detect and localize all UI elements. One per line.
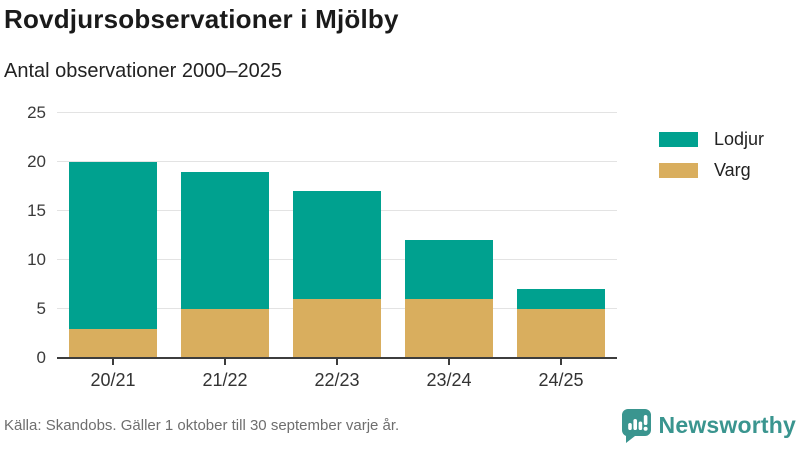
y-axis-labels: 0 5 10 15 20 25 <box>0 103 46 367</box>
brand-name: Newsworthy <box>658 411 796 438</box>
legend-label: Lodjur <box>714 129 765 149</box>
bar-segment-varg <box>181 309 269 358</box>
x-tick-label: 22/23 <box>314 370 360 390</box>
bar-segment-lodjur <box>405 240 493 300</box>
legend-item-varg: Varg <box>659 160 764 181</box>
legend-swatch <box>659 163 698 178</box>
bar-band <box>169 113 281 358</box>
bar-segment-varg <box>405 299 493 358</box>
page-title: Rovdjursobservationer i Mjölby <box>4 4 399 34</box>
bar-band <box>393 113 505 358</box>
x-axis-tick <box>224 358 226 365</box>
y-tick-label: 25 <box>27 103 46 122</box>
bar-segment-lodjur <box>517 289 605 309</box>
x-axis-tick <box>112 358 114 365</box>
y-tick-label: 10 <box>27 250 46 269</box>
bar-chart-speech-bubble-icon <box>621 408 652 443</box>
bar-segment-varg <box>517 309 605 358</box>
x-axis-tick <box>448 358 450 365</box>
bar-band <box>281 113 393 358</box>
bar-band <box>505 113 617 358</box>
gridline <box>57 161 617 162</box>
x-axis-tick <box>560 358 562 365</box>
legend-item-lodjur: Lodjur <box>659 129 764 150</box>
y-tick-label: 0 <box>36 348 46 367</box>
x-tick-label: 20/21 <box>90 370 136 390</box>
bar-segment-lodjur <box>181 171 269 309</box>
y-tick-label: 20 <box>27 152 46 171</box>
bar-segment-lodjur <box>293 191 381 300</box>
bar-segment-varg <box>293 299 381 358</box>
legend-label: Varg <box>714 160 751 180</box>
x-axis-line <box>57 357 617 359</box>
x-tick-label: 24/25 <box>538 370 584 390</box>
y-tick-label: 5 <box>36 299 46 318</box>
bar-segment-varg <box>69 328 157 358</box>
bar-segment-lodjur <box>69 162 157 329</box>
gridline <box>57 112 617 113</box>
newsworthy-logo: Newsworthy <box>621 408 796 443</box>
plot-area: 20/21 21/22 22/23 23/24 24/25 <box>57 112 617 390</box>
x-axis-tick <box>336 358 338 365</box>
chart-subtitle: Antal observationer 2000–2025 <box>4 60 282 82</box>
footer: Källa: Skandobs. Gäller 1 oktober till 3… <box>0 404 800 450</box>
legend-swatch <box>659 132 698 147</box>
source-note: Källa: Skandobs. Gäller 1 oktober till 3… <box>4 416 400 434</box>
y-tick-label: 15 <box>27 201 46 220</box>
bar-band <box>57 113 169 358</box>
x-tick-label: 21/22 <box>202 370 248 390</box>
chart-legend: Lodjur Varg <box>659 129 764 181</box>
x-tick-label: 23/24 <box>426 370 472 390</box>
